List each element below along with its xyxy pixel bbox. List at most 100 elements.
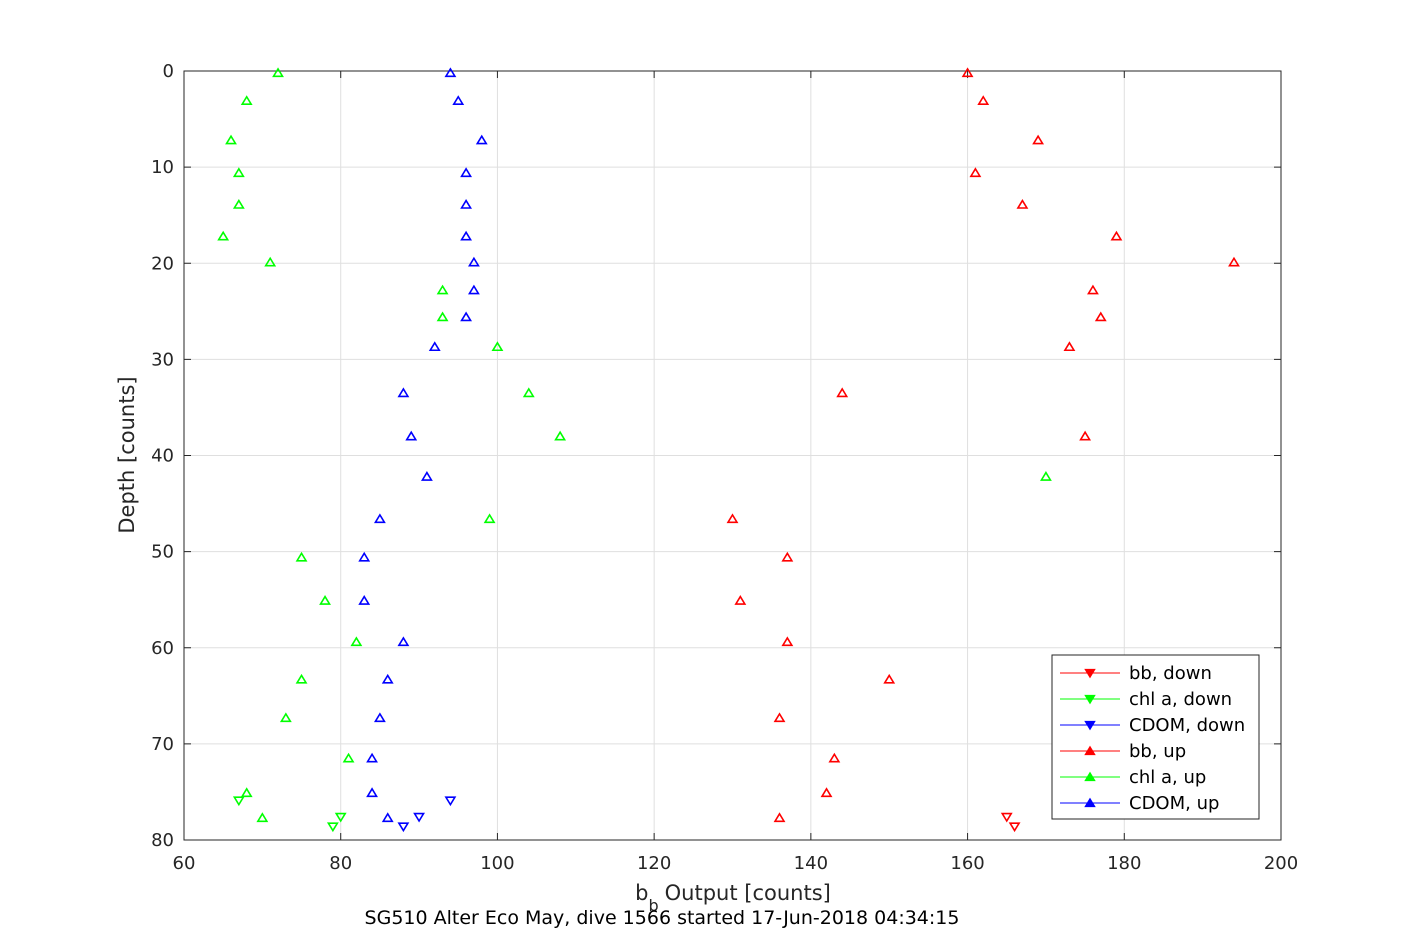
data-point [272,67,284,78]
data-point [828,752,841,763]
x-tick-label: 60 [173,853,196,874]
x-tick-label: 140 [794,853,828,874]
data-point [232,796,245,807]
data-point [460,167,473,178]
series-1 [232,796,347,833]
data-point [256,812,269,823]
data-point [428,341,441,352]
data-point [232,167,245,178]
data-point [1087,284,1099,295]
data-point [969,167,982,178]
data-point [1228,256,1240,267]
y-tick-label: 80 [151,830,174,851]
data-point [295,551,308,562]
data-point [413,812,425,823]
series-3 [726,67,1240,823]
x-tick-label: 80 [329,853,352,874]
data-point [279,712,292,723]
legend-marker [1084,668,1096,679]
data-point [468,284,480,295]
chart-caption: SG510 Alter Eco May, dive 1566 started 1… [365,907,960,929]
y-tick-label: 20 [151,253,174,274]
data-point [373,513,386,524]
x-tick-label: 200 [1264,853,1298,874]
data-point [883,673,896,684]
data-point [460,199,473,209]
data-point [734,595,747,605]
x-axis-label-text: Output [counts] [665,881,831,905]
data-point [381,812,394,823]
data-point [444,67,457,78]
data-point [522,387,535,398]
legend-label: CDOM, down [1129,715,1245,736]
data-point [358,551,371,562]
data-point [232,199,245,209]
data-point [1008,822,1021,833]
data-point [1094,311,1107,322]
data-point [342,752,355,763]
data-point [366,787,378,798]
legend-label: CDOM, up [1129,793,1219,814]
data-point [1016,199,1029,209]
data-point [468,256,480,267]
data-point [491,341,504,352]
data-point [358,595,371,605]
x-axis-label-subscript: b [648,896,658,915]
legend-label: chl a, down [1129,689,1232,710]
legend-entry: chl a, down [1060,689,1232,710]
data-point [420,471,433,481]
data-point [436,311,449,322]
legend-marker [1084,745,1096,756]
data-point [373,712,386,723]
data-point [961,67,974,78]
data-point [405,430,418,441]
data-point [225,134,237,145]
legend-label: bb, up [1129,741,1186,762]
data-point [483,513,496,524]
data-point [820,787,833,798]
data-point [1000,812,1013,823]
data-point [397,822,410,833]
legend-marker [1084,797,1096,808]
data-markers [217,67,1240,833]
data-point [436,284,449,295]
y-tick-label: 30 [151,349,174,370]
y-tick-label: 50 [151,542,174,563]
data-point [781,551,794,562]
x-axis-label: bb Output [counts] [635,881,831,915]
legend-entry: bb, up [1060,741,1186,762]
legend-label: chl a, up [1129,767,1206,788]
legend-marker [1084,720,1096,731]
data-point [773,812,786,823]
data-point [334,812,347,823]
data-point [1110,230,1123,241]
data-point [240,787,253,798]
y-tick-label: 40 [151,446,174,467]
legend-entry: CDOM, up [1060,793,1219,814]
data-point [295,673,308,684]
data-point [240,95,253,105]
data-point [1079,430,1092,441]
legend-marker [1084,694,1096,705]
data-point [217,230,230,241]
series-0 [1000,812,1021,833]
data-point [264,256,277,267]
series-5 [358,67,488,823]
legend-label: bb, down [1129,663,1212,684]
series-4 [217,67,1052,823]
data-point [460,230,473,241]
data-point [381,673,394,684]
data-point [1032,134,1045,145]
data-point [836,387,849,398]
data-point [444,796,457,807]
data-point [1040,471,1052,481]
data-point [554,430,567,441]
y-axis-label: Depth [counts] [115,376,139,533]
series-2 [397,796,457,833]
data-point [366,752,378,763]
y-tick-label: 10 [151,157,174,178]
legend-box [1051,654,1260,820]
y-tick-label: 0 [163,61,174,82]
data-point [773,712,786,723]
